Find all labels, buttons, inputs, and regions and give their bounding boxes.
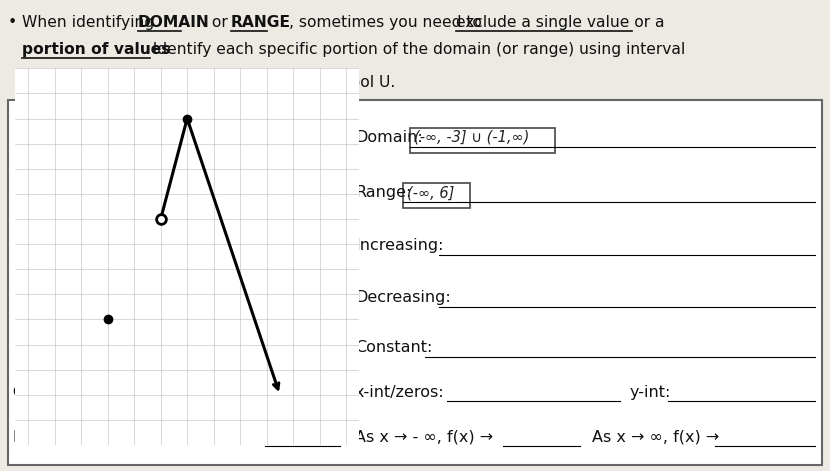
Bar: [8, 100, 822, 465]
Text: Function:: Function:: [12, 430, 97, 445]
Text: f(1) =: f(1) =: [218, 385, 265, 400]
Text: Decreasing:: Decreasing:: [355, 290, 451, 305]
Text: As x → - ∞, f(x) →: As x → - ∞, f(x) →: [355, 430, 493, 445]
Text: y-int:: y-int:: [630, 385, 671, 400]
Text: •: •: [8, 15, 17, 30]
Text: yes  no: yes no: [92, 430, 150, 445]
Text: DOMAIN: DOMAIN: [138, 15, 210, 30]
Text: f(-1) =: f(-1) =: [218, 430, 271, 445]
Text: When identifying: When identifying: [22, 15, 159, 30]
Text: Increasing:: Increasing:: [355, 238, 443, 253]
Text: Constant:: Constant:: [355, 340, 432, 355]
Text: As x → ∞, f(x) →: As x → ∞, f(x) →: [592, 430, 720, 445]
Text: (-∞, 6]: (-∞, 6]: [408, 185, 455, 200]
Text: Continuous:: Continuous:: [12, 385, 120, 400]
Text: x-int/zeros:: x-int/zeros:: [355, 385, 445, 400]
Text: or: or: [207, 15, 232, 30]
Text: . Identify each specific portion of the domain (or range) using interval: . Identify each specific portion of the …: [143, 42, 686, 57]
Text: exclude a single value or a: exclude a single value or a: [456, 15, 665, 30]
Text: RANGE: RANGE: [231, 15, 291, 30]
Text: , sometimes you need to: , sometimes you need to: [289, 15, 486, 30]
Text: Domain:: Domain:: [355, 130, 422, 145]
Text: yes  no: yes no: [105, 385, 163, 400]
Text: Range:: Range:: [355, 185, 412, 200]
Text: (-∞, -3] ∪ (-1,∞): (-∞, -3] ∪ (-1,∞): [414, 130, 530, 145]
Text: notation and connect using the union symbol U.: notation and connect using the union sym…: [22, 75, 395, 90]
Text: portion of values: portion of values: [22, 42, 170, 57]
